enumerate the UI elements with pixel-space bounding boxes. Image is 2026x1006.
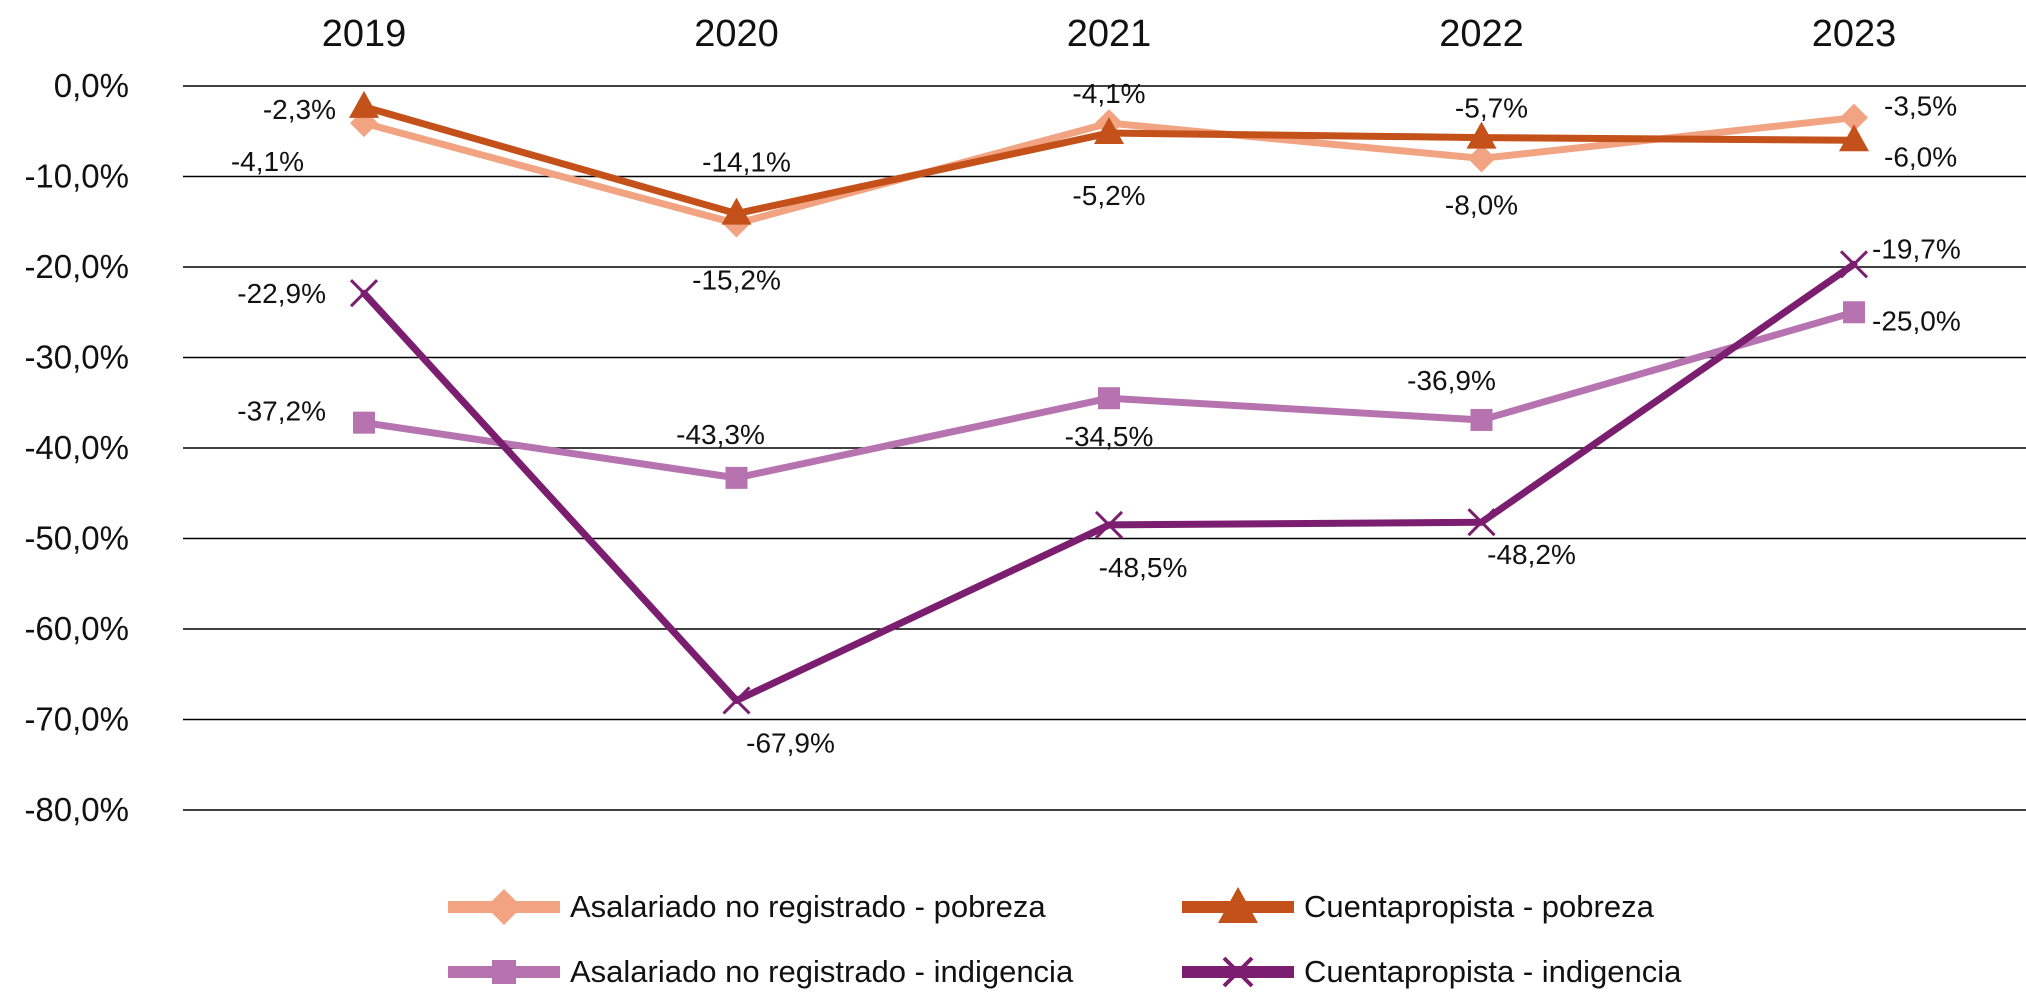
x-axis-tick-labels: 2019 2020 2021 2022 2023 <box>322 13 1897 55</box>
data-label: -37,2% <box>237 396 326 427</box>
diamond-marker <box>1467 144 1496 173</box>
x-marker-stroke <box>1467 508 1496 537</box>
x-marker-stroke <box>1094 510 1124 539</box>
y-tick-label: -80,0% <box>24 791 129 828</box>
data-label: -25,0% <box>1872 305 1961 336</box>
square-marker <box>1843 301 1865 324</box>
data-label: -2,3% <box>263 94 336 125</box>
square-marker <box>725 466 748 489</box>
y-tick-label: -20,0% <box>24 248 129 285</box>
data-label: -67,9% <box>746 727 835 758</box>
triangle-marker <box>1094 117 1124 145</box>
square-marker <box>353 411 375 434</box>
data-label: -15,2% <box>692 265 781 296</box>
x-marker-stroke <box>349 279 379 308</box>
data-label: -36,9% <box>1407 365 1496 396</box>
data-label: -22,9% <box>237 278 326 309</box>
data-label: -48,2% <box>1487 539 1576 570</box>
data-label: -8,0% <box>1445 189 1518 220</box>
data-label: -5,2% <box>1072 180 1145 211</box>
y-tick-label: -40,0% <box>24 429 129 466</box>
y-tick-label: -60,0% <box>24 610 129 647</box>
data-label: -14,1% <box>702 147 791 178</box>
data-labels: -4,1% -15,2% -4,1% -8,0% -3,5% -2,3% -14,1% -5,… <box>231 78 1961 758</box>
x-marker <box>1467 508 1496 537</box>
x-tick-label: 2021 <box>1067 13 1152 55</box>
triangle-marker <box>1466 121 1497 149</box>
data-label: -48,5% <box>1099 552 1188 583</box>
data-label: -4,1% <box>231 146 304 177</box>
y-tick-label: 0,0% <box>54 67 129 104</box>
diamond-marker <box>1840 103 1868 132</box>
data-label: -43,3% <box>676 419 765 450</box>
x-marker <box>722 686 751 715</box>
x-marker <box>1839 250 1869 279</box>
x-marker <box>1094 510 1124 539</box>
triangle-marker <box>1839 124 1869 152</box>
triangle-marker <box>349 90 379 118</box>
x-marker <box>349 279 379 308</box>
square-marker <box>1098 387 1120 410</box>
data-label: -6,0% <box>1884 141 1957 172</box>
x-tick-label: 2019 <box>322 13 407 55</box>
data-label: -19,7% <box>1872 233 1961 264</box>
y-tick-label: -30,0% <box>24 339 129 376</box>
y-tick-label: -10,0% <box>24 158 129 195</box>
x-tick-label: 2023 <box>1812 13 1897 55</box>
gridlines <box>183 85 2026 811</box>
data-label: -4,1% <box>1072 78 1145 109</box>
y-tick-label: -50,0% <box>24 520 129 557</box>
data-label: -3,5% <box>1884 91 1957 122</box>
x-tick-label: 2020 <box>694 13 779 55</box>
data-label: -5,7% <box>1455 93 1528 124</box>
series-line <box>360 260 1858 704</box>
series-markers <box>349 90 1869 715</box>
x-marker-stroke <box>722 686 751 715</box>
x-marker-stroke <box>1839 250 1869 279</box>
y-tick-label: -70,0% <box>24 701 129 738</box>
y-axis-tick-labels: 0,0% -10,0% -20,0% -30,0% -40,0% -50,0% -60,0%… <box>24 67 129 828</box>
data-label: -34,5% <box>1065 421 1154 452</box>
triangle-marker <box>721 197 752 225</box>
x-tick-label: 2022 <box>1439 13 1524 55</box>
square-marker <box>1470 408 1493 431</box>
